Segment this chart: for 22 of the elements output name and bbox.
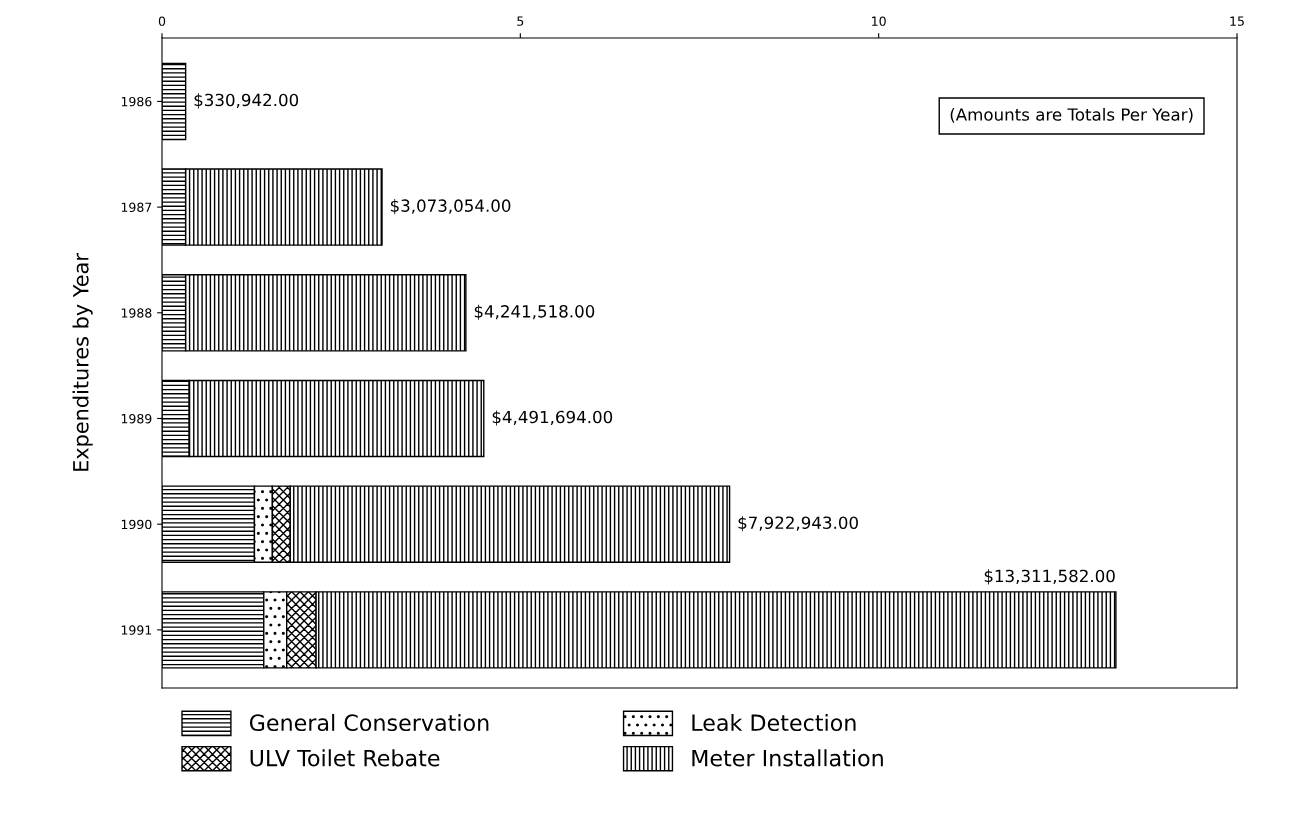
x-tick-label: 5 <box>517 16 524 26</box>
y-tick-label: 1987 <box>121 202 152 213</box>
legend-label: Leak Detection <box>692 713 856 732</box>
y-tick-label: 1986 <box>121 96 152 107</box>
x-tick-label: 10 <box>872 16 886 26</box>
legend-label: General Conservation <box>249 713 489 732</box>
annotation: $3,073,054.00 <box>390 199 511 215</box>
y-tick-label: 1988 <box>121 308 152 318</box>
y-tick-label: 1990 <box>121 519 152 530</box>
annotation: $7,922,943.00 <box>738 516 858 532</box>
annotation: $4,491,694.00 <box>492 410 613 426</box>
annotation: $330,942.00 <box>194 93 299 109</box>
x-tick-label: 15 <box>1230 16 1244 26</box>
y-axis-title: Expenditures by Year <box>72 253 93 471</box>
y-tick-label: 1989 <box>121 413 152 424</box>
legend-label: Meter Installation <box>692 749 883 767</box>
legend-label: ULV Toilet Rebate <box>250 749 440 767</box>
y-tick-label: 1991 <box>121 625 152 635</box>
annotation: $4,241,518.00 <box>474 304 595 320</box>
x-tick-label: 0 <box>158 16 166 26</box>
annotation: (Amounts are Totals Per Year) <box>950 107 1193 123</box>
annotation: $13,311,582.00 <box>984 569 1115 585</box>
